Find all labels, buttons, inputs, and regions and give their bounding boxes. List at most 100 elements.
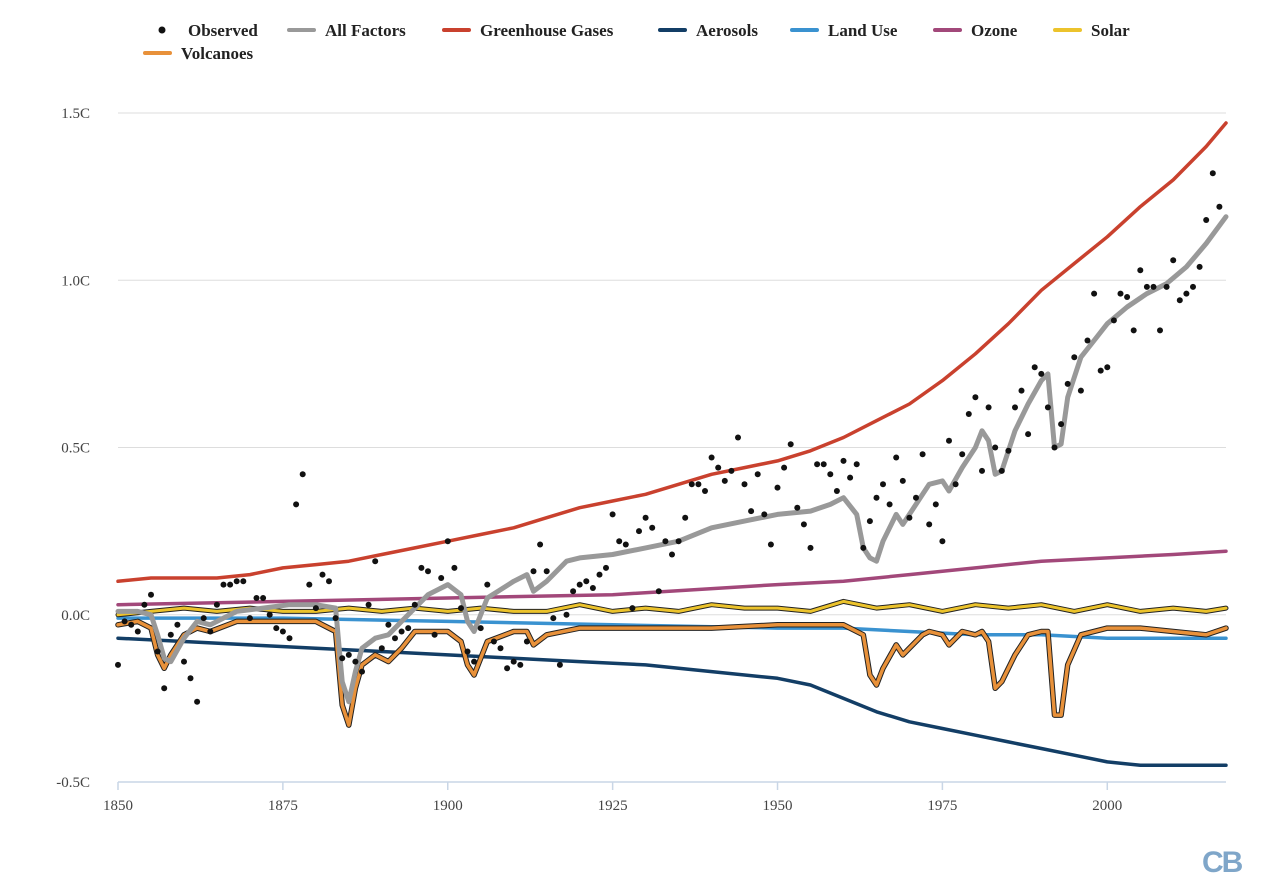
chart-legend: Observed All Factors Greenhouse Gases Aeros… [143,21,1130,63]
observed-points [115,170,1223,705]
observed-point [576,581,583,588]
series-line-greenhouse-gases [116,121,1228,584]
legend-item-aerosols: Aerosols [658,21,758,40]
observed-point [260,595,267,601]
observed-point [418,564,425,571]
observed-point [246,615,253,622]
observed-point [886,501,893,508]
observed-point [860,544,867,551]
observed-point [807,544,814,551]
observed-point [609,511,616,518]
observed-point [1031,364,1038,371]
series-line-volcanoes [116,619,1228,727]
observed-point [741,481,748,488]
observed-point [398,628,405,635]
observed-point [504,665,511,672]
observed-point [800,521,807,528]
observed-point [913,494,919,501]
x-tick-label: 1900 [433,798,463,814]
observed-point [1077,387,1084,394]
observed-point [1150,283,1157,290]
observed-point [952,481,959,488]
observed-point [847,474,854,481]
observed-point [477,625,484,632]
observed-point [959,451,966,458]
observed-point [471,658,478,665]
observed-point [227,581,234,588]
observed-point [1196,263,1203,270]
observed-point [438,575,445,581]
observed-point [1183,290,1190,297]
observed-point [425,568,431,575]
observed-point [181,658,187,665]
observed-point [233,578,240,585]
observed-point [510,658,517,665]
observed-point [490,638,497,645]
observed-point [781,464,788,471]
observed-point [431,631,438,638]
x-tick-label: 1875 [268,798,298,814]
observed-point [1117,290,1124,297]
observed-point [754,471,761,478]
observed-point [820,461,827,468]
legend-swatch [158,26,166,34]
observed-point [570,588,577,595]
observed-point [1051,444,1058,451]
observed-point [636,528,642,535]
observed-point [194,698,201,705]
y-tick-label: 0.5C [61,441,90,457]
x-tick-label: 2000 [1092,798,1122,814]
observed-point [1005,447,1012,454]
observed-point [735,434,741,441]
observed-point [411,601,418,608]
observed-point [767,541,774,548]
chart-plot-area [115,121,1229,768]
observed-point [616,538,623,545]
observed-point [385,621,392,628]
observed-point [200,615,207,622]
observed-point [326,578,332,585]
observed-point [748,508,755,515]
observed-point [273,625,280,632]
legend-label: Observed [188,21,258,40]
observed-point [537,541,544,548]
observed-point [141,601,148,608]
x-tick-label: 1925 [598,798,628,814]
series-line-aerosols [116,636,1228,768]
series-line-solar [116,599,1228,617]
legend-item-ozone: Ozone [933,21,1018,40]
legend-item-land-use: Land Use [790,21,898,40]
observed-point [115,661,121,668]
observed-point [484,581,491,588]
observed-point [589,585,596,591]
observed-point [794,504,801,511]
observed-point [1012,404,1018,411]
observed-point [603,564,609,571]
observed-point [682,514,689,521]
legend-label: Land Use [828,21,898,40]
observed-point [583,578,590,585]
observed-point [655,588,662,595]
observed-point [543,568,550,575]
observed-point [840,457,847,464]
observed-point [1157,327,1163,334]
observed-point [1209,170,1216,177]
observed-point [932,501,939,508]
observed-point [1216,203,1223,210]
observed-point [866,518,873,525]
observed-point [1071,354,1078,361]
observed-point [299,471,306,478]
observed-point [550,615,557,622]
observed-point [675,538,682,545]
y-tick-label: 0.0C [61,608,90,624]
observed-point [728,467,735,474]
series-line-land-use [116,616,1228,640]
observed-point [293,501,300,508]
observed-point [319,571,326,578]
carbon-brief-logo: CB [1202,846,1243,879]
observed-point [266,611,273,618]
observed-point [556,661,563,668]
observed-point [814,461,821,468]
series-line-all-factors [115,214,1229,705]
